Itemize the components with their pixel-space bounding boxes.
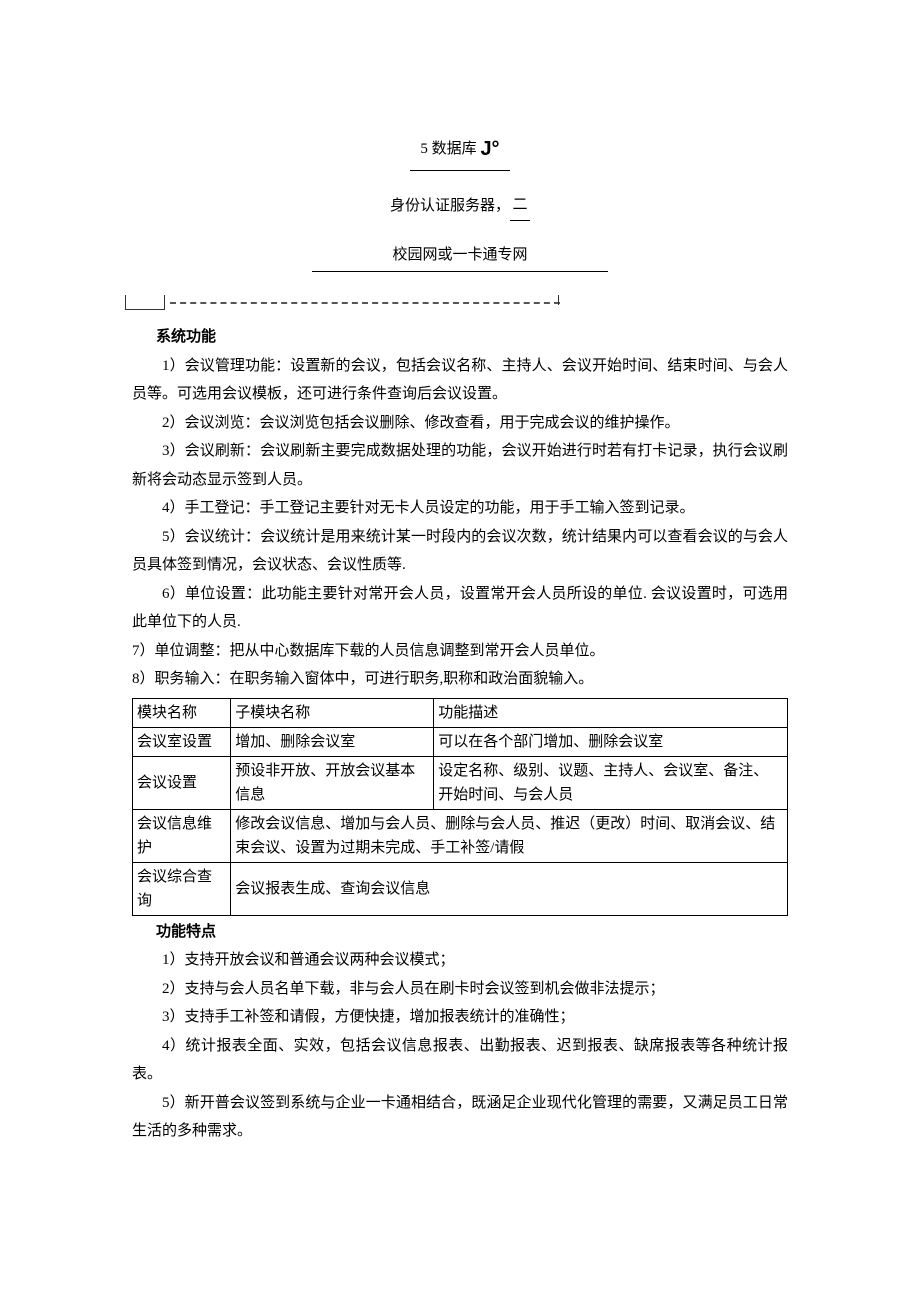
- func-item-8: 8）职务输入：在职务输入窗体中，可进行职务,职称和政治面貌输入。: [130, 665, 790, 694]
- table-row: 会议设置 预设非开放、开放会议基本信息 设定名称、级别、议题、主持人、会议室、备…: [133, 756, 788, 809]
- func-item-2: 2）会议浏览：会议浏览包括会议删除、修改查看，用于完成会议的维护操作。: [130, 409, 790, 438]
- network-text: 校园网或一卡通专网: [312, 241, 607, 273]
- network-line-wrap: 校园网或一卡通专网: [130, 241, 790, 281]
- func-item-1: 1）会议管理功能：设置新的会议，包括会议名称、主持人、会议开始时间、结束时间、与…: [130, 352, 790, 409]
- table-row: 会议综合查询 会议报表生成、查询会议信息: [133, 862, 788, 915]
- server-suffix: 二: [510, 191, 530, 221]
- feature-item-3: 3）支持手工补签和请假，方便快捷，增加报表统计的准确性；: [130, 1003, 790, 1032]
- func-item-7: 7）单位调整：把从中心数据库下载的人员信息调整到常开会人员单位。: [130, 637, 790, 666]
- system-function-title: 系统功能: [130, 323, 790, 352]
- feature-item-2: 2）支持与会人员名单下载，非与会人员在刷卡时会议签到机会做非法提示；: [130, 975, 790, 1004]
- func-item-6: 6）单位设置：此功能主要针对常开会人员，设置常开会人员所设的单位. 会议设置时，…: [130, 580, 790, 637]
- th-submodule: 子模块名称: [231, 698, 434, 727]
- table-row: 会议信息维护 修改会议信息、增加与会人员、删除与会人员、推迟（更改）时间、取消会…: [133, 809, 788, 862]
- cell: 预设非开放、开放会议基本信息: [231, 756, 434, 809]
- cell: 会议室设置: [133, 727, 231, 756]
- db-prefix: 5: [420, 141, 428, 157]
- cell: 设定名称、级别、议题、主持人、会议室、备注、开始时间、与会人员: [434, 756, 788, 809]
- dashed-divider: [130, 295, 790, 315]
- cell-merged: 会议报表生成、查询会议信息: [231, 862, 788, 915]
- func-item-3: 3）会议刷新：会议刷新主要完成数据处理的功能，会议开始进行时若有打卡记录，执行会…: [130, 437, 790, 494]
- cell: 会议设置: [133, 756, 231, 809]
- cell: 可以在各个部门增加、删除会议室: [434, 727, 788, 756]
- cell: 会议信息维护: [133, 809, 231, 862]
- feature-item-5: 5）新开普会议签到系统与企业一卡通相结合，既涵足企业现代化管理的需要，又满足员工…: [130, 1089, 790, 1146]
- th-desc: 功能描述: [434, 698, 788, 727]
- feature-title: 功能特点: [130, 918, 790, 947]
- table-header-row: 模块名称 子模块名称 功能描述: [133, 698, 788, 727]
- table-row: 会议室设置 增加、删除会议室 可以在各个部门增加、删除会议室: [133, 727, 788, 756]
- feature-item-1: 1）支持开放会议和普通会议两种会议模式；: [130, 946, 790, 975]
- server-line: 身份认证服务器，二: [130, 191, 790, 221]
- feature-item-4: 4）统计报表全面、实效，包括会议信息报表、出勤报表、迟到报表、缺席报表等各种统计…: [130, 1032, 790, 1089]
- database-line: 5 数据库 J°: [130, 130, 790, 191]
- cell: 会议综合查询: [133, 862, 231, 915]
- func-item-5: 5）会议统计：会议统计是用来统计某一时段内的会议次数，统计结果内可以查看会议的与…: [130, 523, 790, 580]
- db-suffix: J°: [480, 138, 499, 160]
- cell: 增加、删除会议室: [231, 727, 434, 756]
- func-item-4: 4）手工登记：手工登记主要针对无卡人员设定的功能，用于手工输入签到记录。: [130, 494, 790, 523]
- cell-merged: 修改会议信息、增加与会人员、删除与会人员、推迟（更改）时间、取消会议、结束会议、…: [231, 809, 788, 862]
- db-text: 数据库: [432, 141, 477, 157]
- header-section: 5 数据库 J° 身份认证服务器，二 校园网或一卡通专网: [130, 130, 790, 280]
- module-table: 模块名称 子模块名称 功能描述 会议室设置 增加、删除会议室 可以在各个部门增加…: [132, 698, 788, 916]
- module-table-wrap: 模块名称 子模块名称 功能描述 会议室设置 增加、删除会议室 可以在各个部门增加…: [130, 698, 790, 916]
- th-module: 模块名称: [133, 698, 231, 727]
- server-text: 身份认证服务器，: [390, 198, 510, 214]
